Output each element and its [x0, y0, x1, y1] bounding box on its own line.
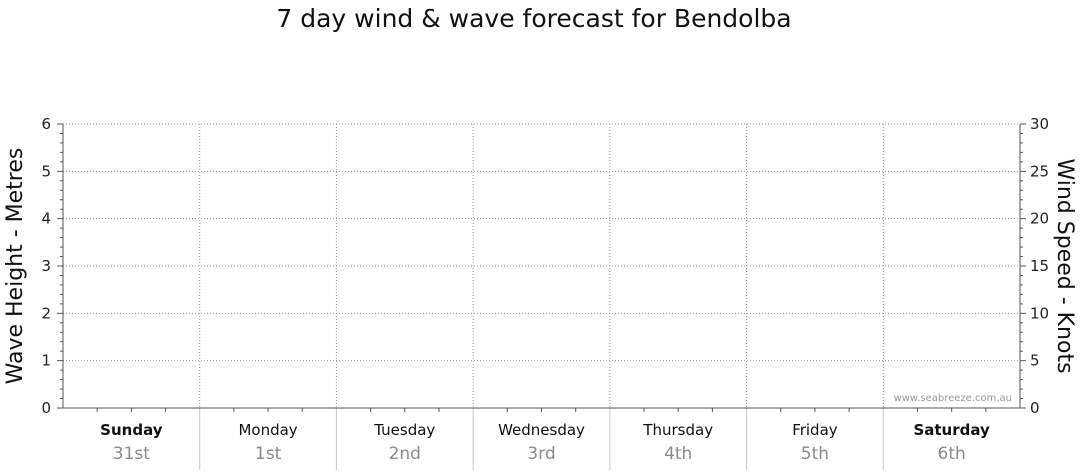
y-left-tick-label: 2 [41, 304, 51, 322]
y-right-tick-label: 10 [1030, 304, 1049, 322]
day-date-label: 5th [801, 444, 829, 464]
day-date-label: 31st [113, 444, 150, 464]
y-right-tick-label: 20 [1030, 210, 1049, 228]
day-name-label: Friday [792, 421, 838, 439]
y-right-tick-label: 25 [1030, 162, 1049, 180]
day-date-label: 1st [255, 444, 282, 464]
axes [57, 123, 1026, 412]
day-name-label: Monday [238, 421, 297, 439]
day-name-label: Saturday [913, 421, 990, 439]
axis-tick-labels: 0 1 2 3 4 5 6 0 5 10 15 20 25 30 [41, 115, 1049, 417]
y-axis-left-label: Wave Height - Metres [3, 148, 28, 385]
y-left-tick-label: 4 [41, 210, 51, 228]
day-date-label: 4th [664, 444, 692, 464]
y-right-tick-label: 0 [1030, 399, 1040, 417]
y-left-tick-label: 5 [41, 162, 51, 180]
y-left-tick-label: 1 [41, 352, 51, 370]
day-name-label: Tuesday [373, 421, 435, 439]
day-name-label: Wednesday [498, 421, 585, 439]
y-right-tick-label: 30 [1030, 115, 1049, 133]
day-labels: Sunday 31st Monday 1st Tuesday 2nd Wednesday 3r… [100, 421, 990, 464]
day-date-label: 2nd [389, 444, 421, 464]
y-left-tick-label: 3 [41, 257, 51, 275]
chart-title: 7 day wind & wave forecast for Bendolba [276, 4, 792, 33]
y-axis-right-label: Wind Speed - Knots [1052, 158, 1077, 373]
y-left-tick-label: 0 [41, 399, 51, 417]
y-left-tick-label: 6 [41, 115, 51, 133]
y-right-tick-label: 5 [1030, 352, 1040, 370]
day-date-label: 3rd [527, 444, 555, 464]
day-name-label: Sunday [100, 421, 163, 439]
day-name-label: Thursday [642, 421, 713, 439]
grid-lines [63, 123, 1020, 470]
y-right-tick-label: 15 [1030, 257, 1049, 275]
watermark-text: www.seabreeze.com.au [894, 393, 1012, 404]
day-date-label: 6th [938, 444, 966, 464]
